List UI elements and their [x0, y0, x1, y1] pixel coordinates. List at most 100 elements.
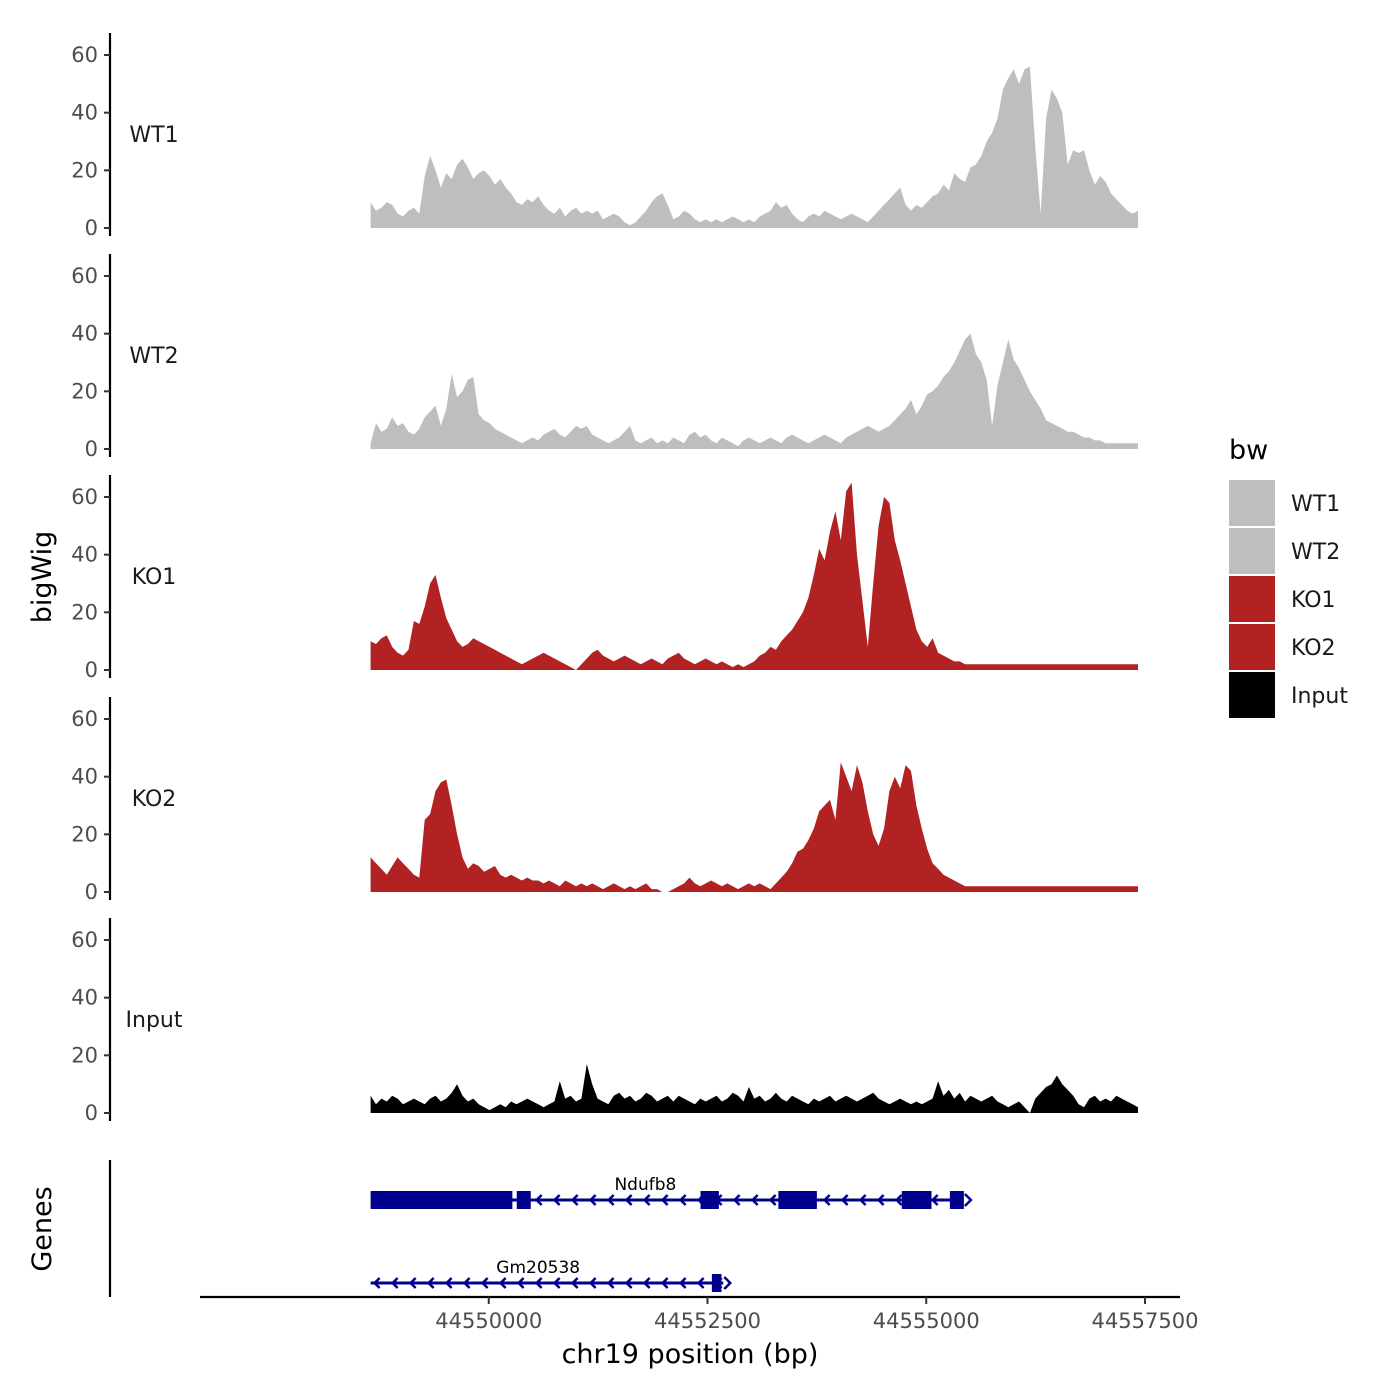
track-ko1: 0 20 40 60 KO1	[71, 475, 1139, 682]
area-wt2	[370, 333, 1139, 449]
y-tick-label: 20	[71, 158, 98, 182]
legend-label: WT1	[1291, 492, 1340, 517]
y-tick-label: 20	[71, 822, 98, 846]
strand-arrow-icon	[678, 1194, 687, 1206]
strand-arrow-icon	[408, 1277, 417, 1289]
strand-arrow-icon	[678, 1277, 687, 1289]
gene-exon	[711, 1274, 722, 1292]
y-tick-label: 0	[85, 880, 98, 904]
strand-arrow-icon	[930, 1194, 939, 1206]
x-axis-title: chr19 position (bp)	[562, 1339, 819, 1370]
track-ko2: 0 20 40 60 KO2	[71, 697, 1139, 904]
strand-arrow-icon	[588, 1194, 597, 1206]
legend-entry-ko2: KO2	[1229, 624, 1336, 670]
x-tick-label: 44555000	[873, 1309, 980, 1333]
genes-track: Ndufb8 Gm20538	[108, 1160, 973, 1297]
y-axis-title: bigWig	[27, 531, 58, 624]
track-wt2: 0 20 40 60 WT2	[71, 254, 1139, 461]
strand-arrow-icon	[750, 1194, 759, 1206]
y-tick-label: 40	[71, 543, 98, 567]
y-tick-label: 60	[71, 485, 98, 509]
y-tick-label: 60	[71, 264, 98, 288]
area-ko1	[370, 482, 1139, 670]
track-input: 0 20 40 60 Input	[71, 918, 1139, 1125]
legend-label: WT2	[1291, 540, 1340, 565]
strand-arrow-icon	[768, 1194, 777, 1206]
strand-arrow-icon	[822, 1194, 831, 1206]
y-tick-label: 40	[71, 101, 98, 125]
strand-arrow-icon	[588, 1277, 597, 1289]
legend-swatch	[1229, 576, 1275, 622]
x-tick-label: 44557500	[1092, 1309, 1199, 1333]
y-tick-label: 20	[71, 600, 98, 624]
strand-arrow-icon	[642, 1277, 651, 1289]
area-ko2	[370, 762, 1139, 892]
strand-arrow-icon	[552, 1194, 561, 1206]
track-wt1: 0 20 40 60 WT1	[71, 33, 1139, 240]
gene-exon	[516, 1191, 531, 1209]
strand-arrow-icon	[606, 1194, 615, 1206]
strand-arrow-icon	[426, 1277, 435, 1289]
gene-ndufb8: Ndufb8	[370, 1175, 973, 1209]
gene-exon	[901, 1191, 932, 1209]
gene-label: Ndufb8	[614, 1175, 676, 1195]
legend-label: KO1	[1291, 588, 1336, 613]
tracks-area: 0 20 40 60 WT1 0 20 40 60 WT2 0 20 40 60 KO1 0 20 40 60 KO2…	[71, 33, 1139, 1125]
strand-arrow-icon	[372, 1277, 381, 1289]
strand-arrow-icon	[858, 1194, 867, 1206]
x-axis: 44550000 44552500 44555000 44557500	[200, 1295, 1199, 1333]
genes-axis-title: Genes	[27, 1186, 58, 1271]
strand-arrow-icon	[840, 1194, 849, 1206]
legend-label: KO2	[1291, 636, 1336, 661]
y-tick-label: 60	[71, 928, 98, 952]
y-tick-label: 0	[85, 437, 98, 461]
strand-arrow-icon	[462, 1277, 471, 1289]
y-tick-label: 60	[71, 43, 98, 67]
legend-title: bw	[1229, 435, 1268, 466]
strand-arrow-icon	[732, 1194, 741, 1206]
legend-entry-wt1: WT1	[1229, 480, 1340, 526]
strand-arrow-icon	[624, 1277, 633, 1289]
strand-arrow-icon	[660, 1194, 669, 1206]
strand-arrow-icon	[552, 1277, 561, 1289]
x-tick-label: 44550000	[435, 1309, 542, 1333]
strand-arrow-icon	[894, 1194, 903, 1206]
strand-arrow-icon	[444, 1277, 453, 1289]
y-tick-label: 60	[71, 707, 98, 731]
gene-gm20538: Gm20538	[370, 1258, 733, 1292]
legend-swatch	[1229, 480, 1275, 526]
gene-exon	[700, 1191, 719, 1209]
y-tick-label: 40	[71, 986, 98, 1010]
strand-arrow-icon	[534, 1194, 543, 1206]
gene-end-cap	[963, 1193, 973, 1207]
gene-label: Gm20538	[496, 1258, 580, 1278]
y-tick-label: 20	[71, 379, 98, 403]
legend: bw WT1 WT2 KO1 KO2 Input	[1229, 435, 1348, 718]
legend-swatch	[1229, 624, 1275, 670]
track-label-wt1: WT1	[129, 123, 178, 148]
y-tick-label: 20	[71, 1043, 98, 1067]
strand-arrow-icon	[696, 1277, 705, 1289]
track-label-wt2: WT2	[129, 344, 178, 369]
y-tick-label: 40	[71, 322, 98, 346]
track-label-input: Input	[126, 1008, 183, 1033]
strand-arrow-icon	[570, 1194, 579, 1206]
gene-exon	[370, 1191, 513, 1209]
legend-label: Input	[1291, 684, 1348, 709]
y-tick-label: 0	[85, 658, 98, 682]
legend-entry-ko1: KO1	[1229, 576, 1336, 622]
track-label-ko2: KO2	[132, 787, 177, 812]
gene-exon	[949, 1191, 964, 1209]
strand-arrow-icon	[498, 1277, 507, 1289]
strand-arrow-icon	[390, 1277, 399, 1289]
legend-swatch	[1229, 672, 1275, 718]
legend-entry-input: Input	[1229, 672, 1348, 718]
y-tick-label: 0	[85, 216, 98, 240]
strand-arrow-icon	[480, 1277, 489, 1289]
x-tick-label: 44552500	[654, 1309, 761, 1333]
area-wt1	[370, 66, 1139, 228]
gene-exon	[778, 1191, 817, 1209]
y-tick-label: 0	[85, 1101, 98, 1125]
strand-arrow-icon	[642, 1194, 651, 1206]
